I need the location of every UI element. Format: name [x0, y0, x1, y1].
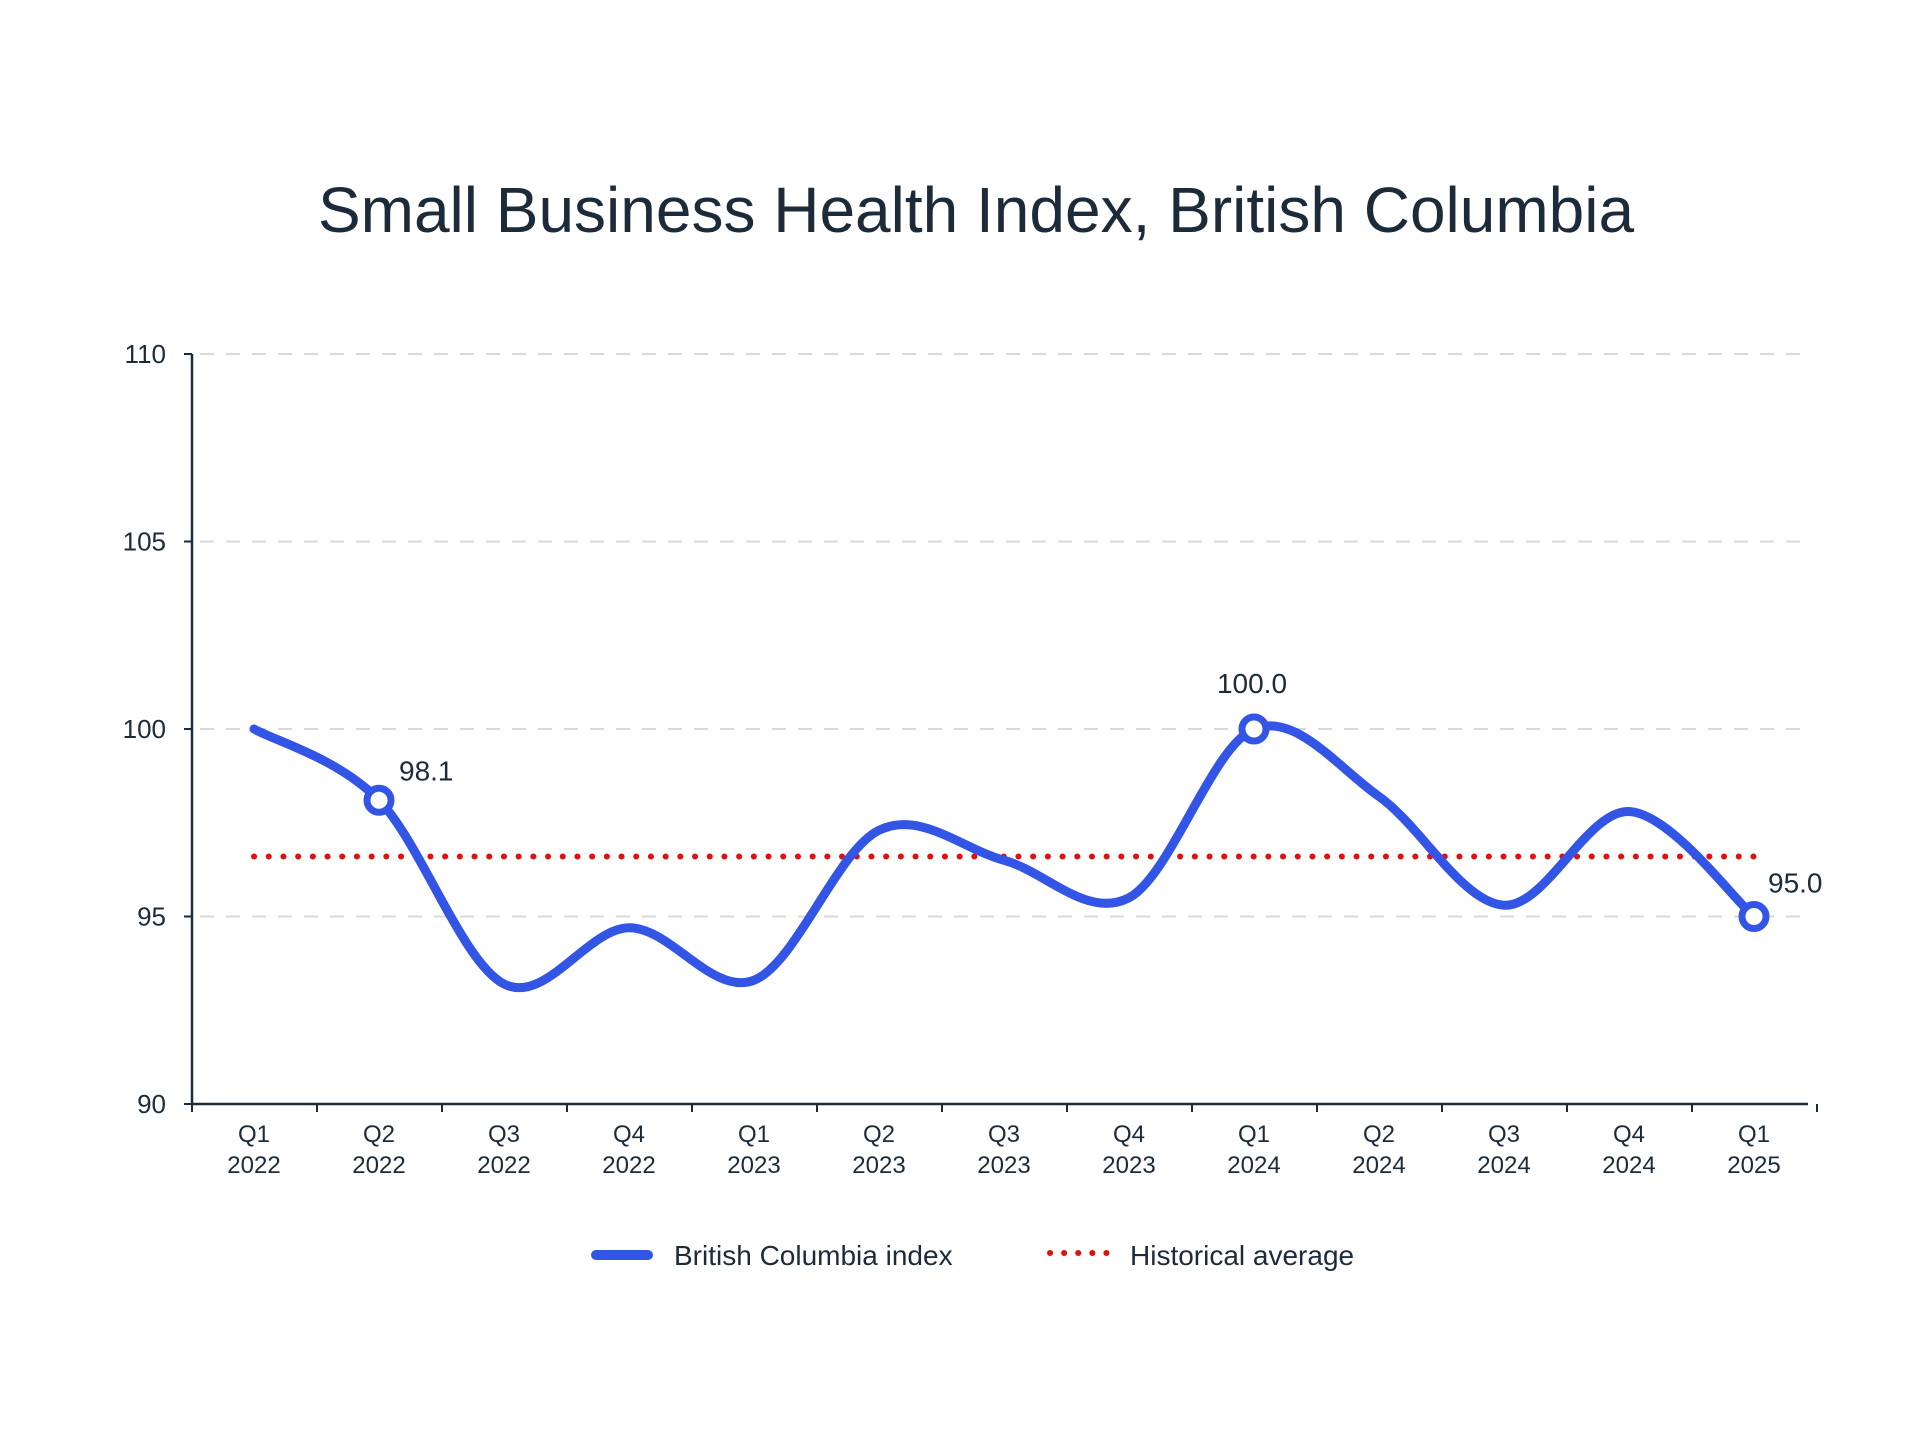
data-point-marker-12: [1738, 901, 1770, 932]
series-layer: [249, 721, 1759, 993]
x-tick-label-q4-2022: Q4 2022: [602, 1121, 655, 1179]
x-tick-year: 2024: [1227, 1152, 1280, 1179]
x-tick-quarter: Q2: [363, 1121, 395, 1148]
data-label-8: 100.0: [1217, 668, 1287, 699]
data-label-1: 98.1: [399, 755, 454, 786]
x-tick-label-q3-2023: Q3 2023: [977, 1121, 1030, 1179]
x-tick-year: 2022: [602, 1152, 655, 1179]
x-tick-label-q2-2022: Q2 2022: [352, 1121, 405, 1179]
x-tick-label-q4-2023: Q4 2023: [1102, 1121, 1155, 1179]
x-tick-year: 2022: [227, 1152, 280, 1179]
chart-title: Small Business Health Index, British Col…: [318, 174, 1635, 246]
data-point-marker-8: [1238, 713, 1270, 745]
x-tick-quarter: Q1: [738, 1121, 770, 1148]
x-tick-label-q1-2025: Q1 2025: [1727, 1121, 1780, 1179]
series-line-british-columbia: [249, 721, 1759, 993]
x-tick-year: 2024: [1602, 1152, 1655, 1179]
x-tick-label-q3-2022: Q3 2022: [477, 1121, 530, 1179]
x-tick-quarter: Q4: [613, 1121, 645, 1148]
x-tick-quarter: Q4: [1113, 1121, 1145, 1148]
x-tick-year: 2024: [1352, 1152, 1405, 1179]
x-tick-label-q2-2024: Q2 2024: [1352, 1121, 1405, 1179]
x-tick-label-q4-2024: Q4 2024: [1602, 1121, 1655, 1179]
x-tick-label-q1-2022: Q1 2022: [227, 1121, 280, 1179]
x-tick-quarter: Q2: [863, 1121, 895, 1148]
x-tick-year: 2025: [1727, 1152, 1780, 1179]
y-tick-label-100: 100: [123, 714, 166, 744]
x-tick-quarter: Q4: [1613, 1121, 1645, 1148]
data-point-marker-1: [363, 784, 395, 816]
markers-layer: 98.1 100.0 95.0: [363, 668, 1823, 932]
data-label-12: 95.0: [1768, 868, 1823, 899]
y-tick-label-95: 95: [137, 902, 166, 932]
legend-label-index: British Columbia index: [674, 1240, 953, 1271]
x-tick-year: 2024: [1477, 1152, 1530, 1179]
x-tick-quarter: Q3: [488, 1121, 520, 1148]
y-tick-label-105: 105: [123, 527, 166, 557]
axes: 90 95 100 105 110 Q1 2022 Q2 2022 Q3 2022 Q4 2022 Q1 2…: [123, 339, 1818, 1179]
legend: British Columbia index Historical averag…: [591, 1240, 1354, 1271]
x-tick-year: 2023: [1102, 1152, 1155, 1179]
x-tick-year: 2023: [977, 1152, 1030, 1179]
legend-label-average: Historical average: [1130, 1240, 1354, 1271]
y-tick-label-110: 110: [125, 339, 166, 369]
x-tick-label-q1-2023: Q1 2023: [727, 1121, 780, 1179]
y-tick-label-90: 90: [137, 1089, 166, 1119]
x-tick-quarter: Q1: [1738, 1121, 1770, 1148]
x-tick-quarter: Q1: [238, 1121, 270, 1148]
x-tick-year: 2023: [727, 1152, 780, 1179]
x-tick-label-q3-2024: Q3 2024: [1477, 1121, 1530, 1179]
grid-lines: [200, 353, 1806, 918]
x-tick-quarter: Q3: [1488, 1121, 1520, 1148]
x-tick-quarter: Q2: [1363, 1121, 1395, 1148]
x-tick-year: 2022: [477, 1152, 530, 1179]
x-tick-quarter: Q3: [988, 1121, 1020, 1148]
x-tick-quarter: Q1: [1238, 1121, 1270, 1148]
x-tick-year: 2023: [852, 1152, 905, 1179]
x-tick-year: 2022: [352, 1152, 405, 1179]
x-tick-label-q1-2024: Q1 2024: [1227, 1121, 1280, 1179]
x-tick-label-q2-2023: Q2 2023: [852, 1121, 905, 1179]
